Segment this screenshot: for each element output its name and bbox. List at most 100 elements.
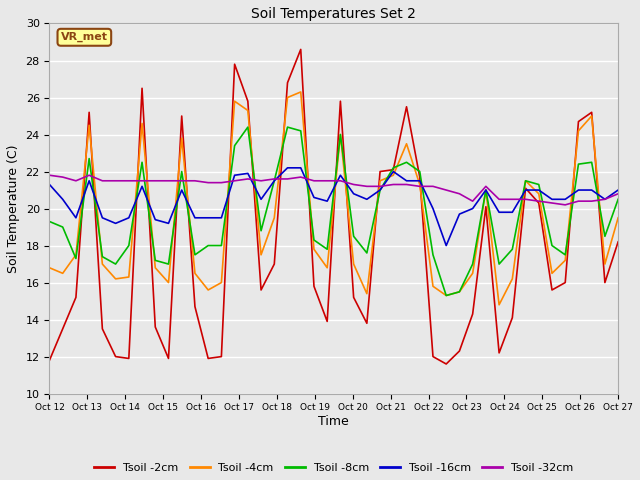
Tsoil -32cm <box>297 174 305 180</box>
Tsoil -8cm <box>178 168 186 174</box>
Tsoil -4cm <box>257 252 265 258</box>
Tsoil -4cm <box>85 122 93 128</box>
Tsoil -32cm <box>429 183 437 189</box>
Tsoil -8cm <box>257 228 265 234</box>
Tsoil -8cm <box>152 257 159 263</box>
Tsoil -2cm <box>561 280 569 286</box>
Tsoil -16cm <box>204 215 212 221</box>
Tsoil -16cm <box>218 215 225 221</box>
Tsoil -8cm <box>323 246 331 252</box>
Tsoil -2cm <box>482 204 490 210</box>
Line: Tsoil -16cm: Tsoil -16cm <box>49 168 618 246</box>
Tsoil -4cm <box>456 289 463 295</box>
Tsoil -8cm <box>45 218 53 224</box>
Tsoil -16cm <box>390 168 397 174</box>
Tsoil -32cm <box>45 172 53 178</box>
Tsoil -2cm <box>337 98 344 104</box>
Tsoil -4cm <box>614 215 622 221</box>
Tsoil -2cm <box>548 287 556 293</box>
Tsoil -32cm <box>337 178 344 184</box>
Tsoil -16cm <box>575 187 582 193</box>
Tsoil -32cm <box>588 198 595 204</box>
Tsoil -32cm <box>376 183 384 189</box>
Tsoil -4cm <box>138 120 146 126</box>
Tsoil -2cm <box>191 304 199 310</box>
Tsoil -8cm <box>482 187 490 193</box>
Tsoil -2cm <box>509 315 516 321</box>
Tsoil -32cm <box>59 174 67 180</box>
Tsoil -32cm <box>575 198 582 204</box>
Tsoil -2cm <box>112 354 120 360</box>
Tsoil -2cm <box>138 85 146 91</box>
Tsoil -8cm <box>204 243 212 249</box>
Tsoil -16cm <box>614 187 622 193</box>
Tsoil -16cm <box>548 196 556 202</box>
Tsoil -8cm <box>376 187 384 193</box>
Tsoil -16cm <box>125 215 132 221</box>
Tsoil -2cm <box>204 356 212 361</box>
Tsoil -32cm <box>204 180 212 186</box>
Tsoil -8cm <box>72 256 80 262</box>
Tsoil -16cm <box>191 215 199 221</box>
Tsoil -4cm <box>125 274 132 280</box>
Tsoil -8cm <box>416 168 424 174</box>
Tsoil -4cm <box>588 113 595 119</box>
Tsoil -16cm <box>152 217 159 223</box>
Tsoil -4cm <box>363 291 371 297</box>
Tsoil -16cm <box>509 209 516 215</box>
Tsoil -16cm <box>85 178 93 184</box>
Tsoil -8cm <box>363 250 371 256</box>
Tsoil -32cm <box>125 178 132 184</box>
Tsoil -16cm <box>284 165 291 171</box>
Tsoil -2cm <box>614 239 622 245</box>
Tsoil -4cm <box>403 141 410 147</box>
Tsoil -8cm <box>112 261 120 267</box>
Tsoil -16cm <box>482 187 490 193</box>
Tsoil -4cm <box>204 287 212 293</box>
Tsoil -32cm <box>178 178 186 184</box>
Tsoil -4cm <box>297 89 305 95</box>
Tsoil -4cm <box>429 283 437 289</box>
Tsoil -2cm <box>535 200 543 206</box>
Tsoil -8cm <box>164 261 172 267</box>
Tsoil -8cm <box>535 181 543 187</box>
Tsoil -8cm <box>442 293 450 299</box>
Tsoil -32cm <box>509 196 516 202</box>
Tsoil -4cm <box>469 270 477 276</box>
Tsoil -2cm <box>363 321 371 326</box>
Tsoil -32cm <box>164 178 172 184</box>
Tsoil -2cm <box>442 361 450 367</box>
Tsoil -2cm <box>284 80 291 85</box>
Tsoil -2cm <box>390 167 397 173</box>
Tsoil -16cm <box>59 196 67 202</box>
Tsoil -16cm <box>495 209 503 215</box>
Tsoil -8cm <box>548 243 556 249</box>
Title: Soil Temperatures Set 2: Soil Temperatures Set 2 <box>252 7 416 21</box>
Tsoil -4cm <box>59 270 67 276</box>
Tsoil -2cm <box>164 356 172 361</box>
Tsoil -16cm <box>442 243 450 249</box>
Tsoil -8cm <box>509 246 516 252</box>
Tsoil -2cm <box>575 119 582 124</box>
Tsoil -2cm <box>244 98 252 104</box>
Tsoil -32cm <box>112 178 120 184</box>
Tsoil -4cm <box>231 98 239 104</box>
Tsoil -8cm <box>191 252 199 258</box>
Tsoil -16cm <box>337 172 344 178</box>
Tsoil -32cm <box>99 178 106 184</box>
Tsoil -16cm <box>310 194 318 200</box>
Tsoil -32cm <box>561 202 569 208</box>
Tsoil -2cm <box>99 326 106 332</box>
Tsoil -2cm <box>178 113 186 119</box>
Tsoil -2cm <box>271 261 278 267</box>
Tsoil -8cm <box>390 165 397 171</box>
Tsoil -8cm <box>601 233 609 239</box>
Tsoil -4cm <box>390 172 397 178</box>
Tsoil -16cm <box>403 178 410 184</box>
Tsoil -32cm <box>469 198 477 204</box>
Tsoil -16cm <box>257 196 265 202</box>
Tsoil -2cm <box>588 109 595 115</box>
Tsoil -8cm <box>297 128 305 134</box>
Legend: Tsoil -2cm, Tsoil -4cm, Tsoil -8cm, Tsoil -16cm, Tsoil -32cm: Tsoil -2cm, Tsoil -4cm, Tsoil -8cm, Tsoi… <box>90 458 578 477</box>
Tsoil -4cm <box>164 280 172 286</box>
